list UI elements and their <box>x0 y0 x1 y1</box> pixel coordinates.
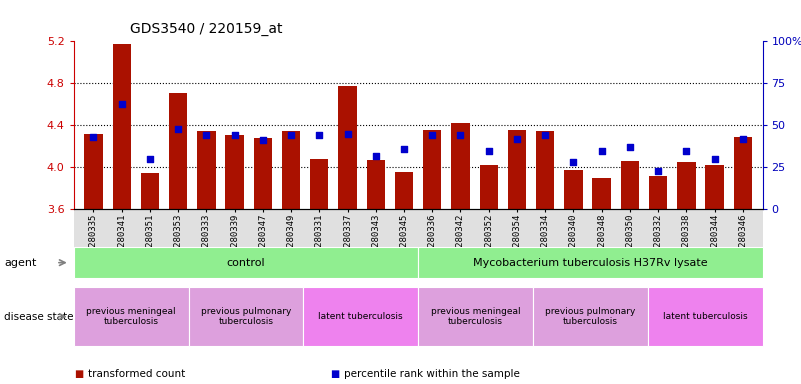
Text: percentile rank within the sample: percentile rank within the sample <box>344 369 521 379</box>
Bar <box>508 129 526 209</box>
Point <box>454 132 467 139</box>
Text: ■: ■ <box>74 369 83 379</box>
Point <box>652 167 665 174</box>
Point <box>256 137 269 144</box>
Point <box>567 159 580 166</box>
Bar <box>536 131 554 209</box>
Bar <box>564 170 582 209</box>
Point <box>736 136 749 142</box>
Bar <box>141 172 159 209</box>
Point <box>510 136 523 142</box>
Point <box>87 134 100 140</box>
Bar <box>649 176 667 209</box>
Bar <box>197 131 215 209</box>
Point <box>200 132 213 139</box>
Text: Mycobacterium tuberculosis H37Rv lysate: Mycobacterium tuberculosis H37Rv lysate <box>473 258 707 268</box>
Text: control: control <box>227 258 265 268</box>
Point <box>284 132 297 139</box>
Bar <box>423 129 441 209</box>
Bar <box>112 43 131 209</box>
Text: previous pulmonary
tuberculosis: previous pulmonary tuberculosis <box>545 307 635 326</box>
Bar <box>338 86 356 209</box>
Point <box>313 132 326 139</box>
Bar <box>621 161 639 209</box>
Point <box>115 101 128 107</box>
Point <box>369 152 382 159</box>
Bar <box>593 178 611 209</box>
Text: previous meningeal
tuberculosis: previous meningeal tuberculosis <box>87 307 176 326</box>
Bar <box>84 134 103 209</box>
Text: latent tuberculosis: latent tuberculosis <box>663 312 747 321</box>
Bar <box>734 137 752 209</box>
Text: previous pulmonary
tuberculosis: previous pulmonary tuberculosis <box>201 307 291 326</box>
Bar <box>480 165 498 209</box>
Bar <box>367 160 385 209</box>
Text: previous meningeal
tuberculosis: previous meningeal tuberculosis <box>431 307 521 326</box>
Point <box>143 156 156 162</box>
Bar <box>282 131 300 209</box>
Text: latent tuberculosis: latent tuberculosis <box>319 312 403 321</box>
Text: transformed count: transformed count <box>88 369 185 379</box>
Bar <box>169 93 187 209</box>
Bar <box>225 135 244 209</box>
Point <box>680 147 693 154</box>
Point <box>595 147 608 154</box>
Bar <box>677 162 695 209</box>
Text: agent: agent <box>4 258 36 268</box>
Text: ■: ■ <box>330 369 340 379</box>
Bar <box>254 138 272 209</box>
Text: GDS3540 / 220159_at: GDS3540 / 220159_at <box>130 22 282 36</box>
Point <box>539 132 552 139</box>
Point <box>228 132 241 139</box>
Point <box>171 126 184 132</box>
Text: disease state: disease state <box>4 311 74 322</box>
Point <box>708 156 721 162</box>
Bar <box>451 123 469 209</box>
Point <box>397 146 410 152</box>
Point <box>341 131 354 137</box>
Bar <box>706 165 724 209</box>
Point <box>623 144 636 150</box>
Bar <box>310 159 328 209</box>
Point <box>482 147 495 154</box>
Bar <box>395 172 413 209</box>
Point <box>426 132 439 139</box>
